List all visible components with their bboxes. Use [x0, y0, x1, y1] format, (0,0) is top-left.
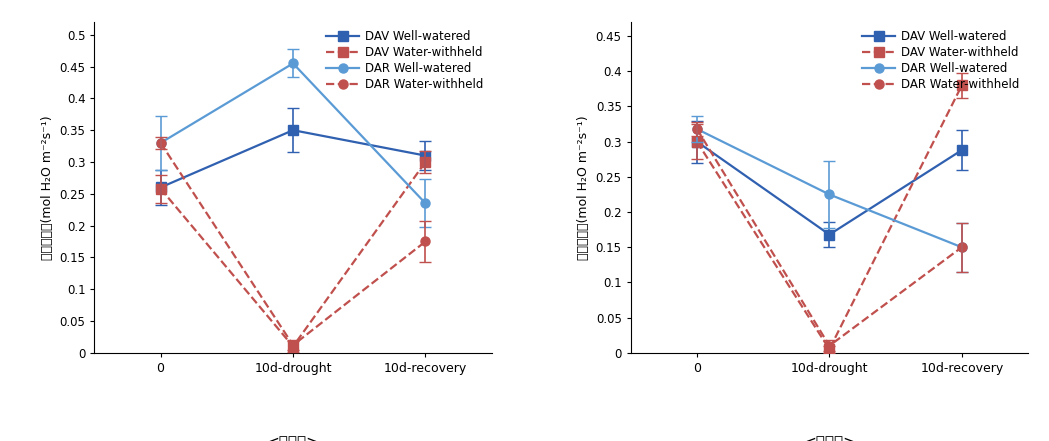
- Legend: DAV Well-watered, DAV Water-withheld, DAR Well-watered, DAR Water-withheld: DAV Well-watered, DAV Water-withheld, DA…: [860, 28, 1022, 93]
- Y-axis label: 기공전도도(mol H₂O m⁻²s⁻¹): 기공전도도(mol H₂O m⁻²s⁻¹): [577, 115, 591, 260]
- Text: <일미찰>: <일미찰>: [266, 436, 320, 441]
- Legend: DAV Well-watered, DAV Water-withheld, DAR Well-watered, DAR Water-withheld: DAV Well-watered, DAV Water-withheld, DA…: [324, 28, 486, 93]
- Y-axis label: 기공전도도(mol H₂O m⁻²s⁻¹): 기공전도도(mol H₂O m⁻²s⁻¹): [41, 115, 53, 260]
- Text: <광평옥>: <광평옥>: [802, 436, 856, 441]
